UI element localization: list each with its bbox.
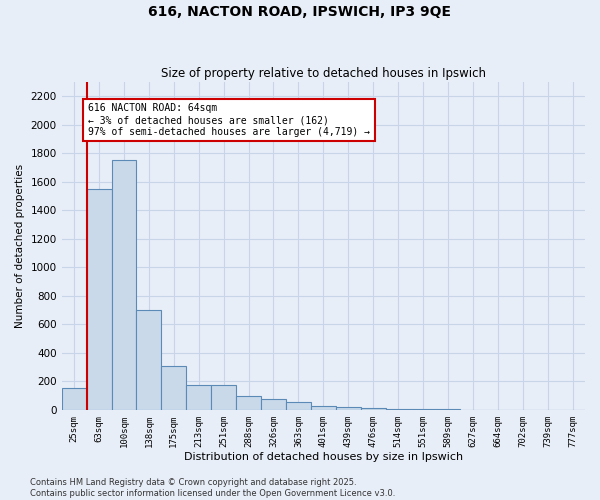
Bar bbox=[336, 407, 361, 410]
Bar bbox=[112, 160, 136, 410]
Bar bbox=[86, 189, 112, 410]
Y-axis label: Number of detached properties: Number of detached properties bbox=[15, 164, 25, 328]
Bar bbox=[136, 310, 161, 410]
Bar bbox=[236, 396, 261, 410]
Bar bbox=[386, 408, 410, 410]
Text: Contains HM Land Registry data © Crown copyright and database right 2025.
Contai: Contains HM Land Registry data © Crown c… bbox=[30, 478, 395, 498]
Text: 616, NACTON ROAD, IPSWICH, IP3 9QE: 616, NACTON ROAD, IPSWICH, IP3 9QE bbox=[149, 5, 452, 19]
Bar bbox=[261, 399, 286, 410]
X-axis label: Distribution of detached houses by size in Ipswich: Distribution of detached houses by size … bbox=[184, 452, 463, 462]
Bar bbox=[211, 385, 236, 410]
Text: 616 NACTON ROAD: 64sqm
← 3% of detached houses are smaller (162)
97% of semi-det: 616 NACTON ROAD: 64sqm ← 3% of detached … bbox=[88, 104, 370, 136]
Title: Size of property relative to detached houses in Ipswich: Size of property relative to detached ho… bbox=[161, 66, 486, 80]
Bar bbox=[361, 408, 386, 410]
Bar bbox=[311, 406, 336, 410]
Bar bbox=[161, 366, 186, 410]
Bar bbox=[186, 385, 211, 410]
Bar bbox=[286, 402, 311, 410]
Bar bbox=[62, 388, 86, 410]
Bar bbox=[410, 409, 436, 410]
